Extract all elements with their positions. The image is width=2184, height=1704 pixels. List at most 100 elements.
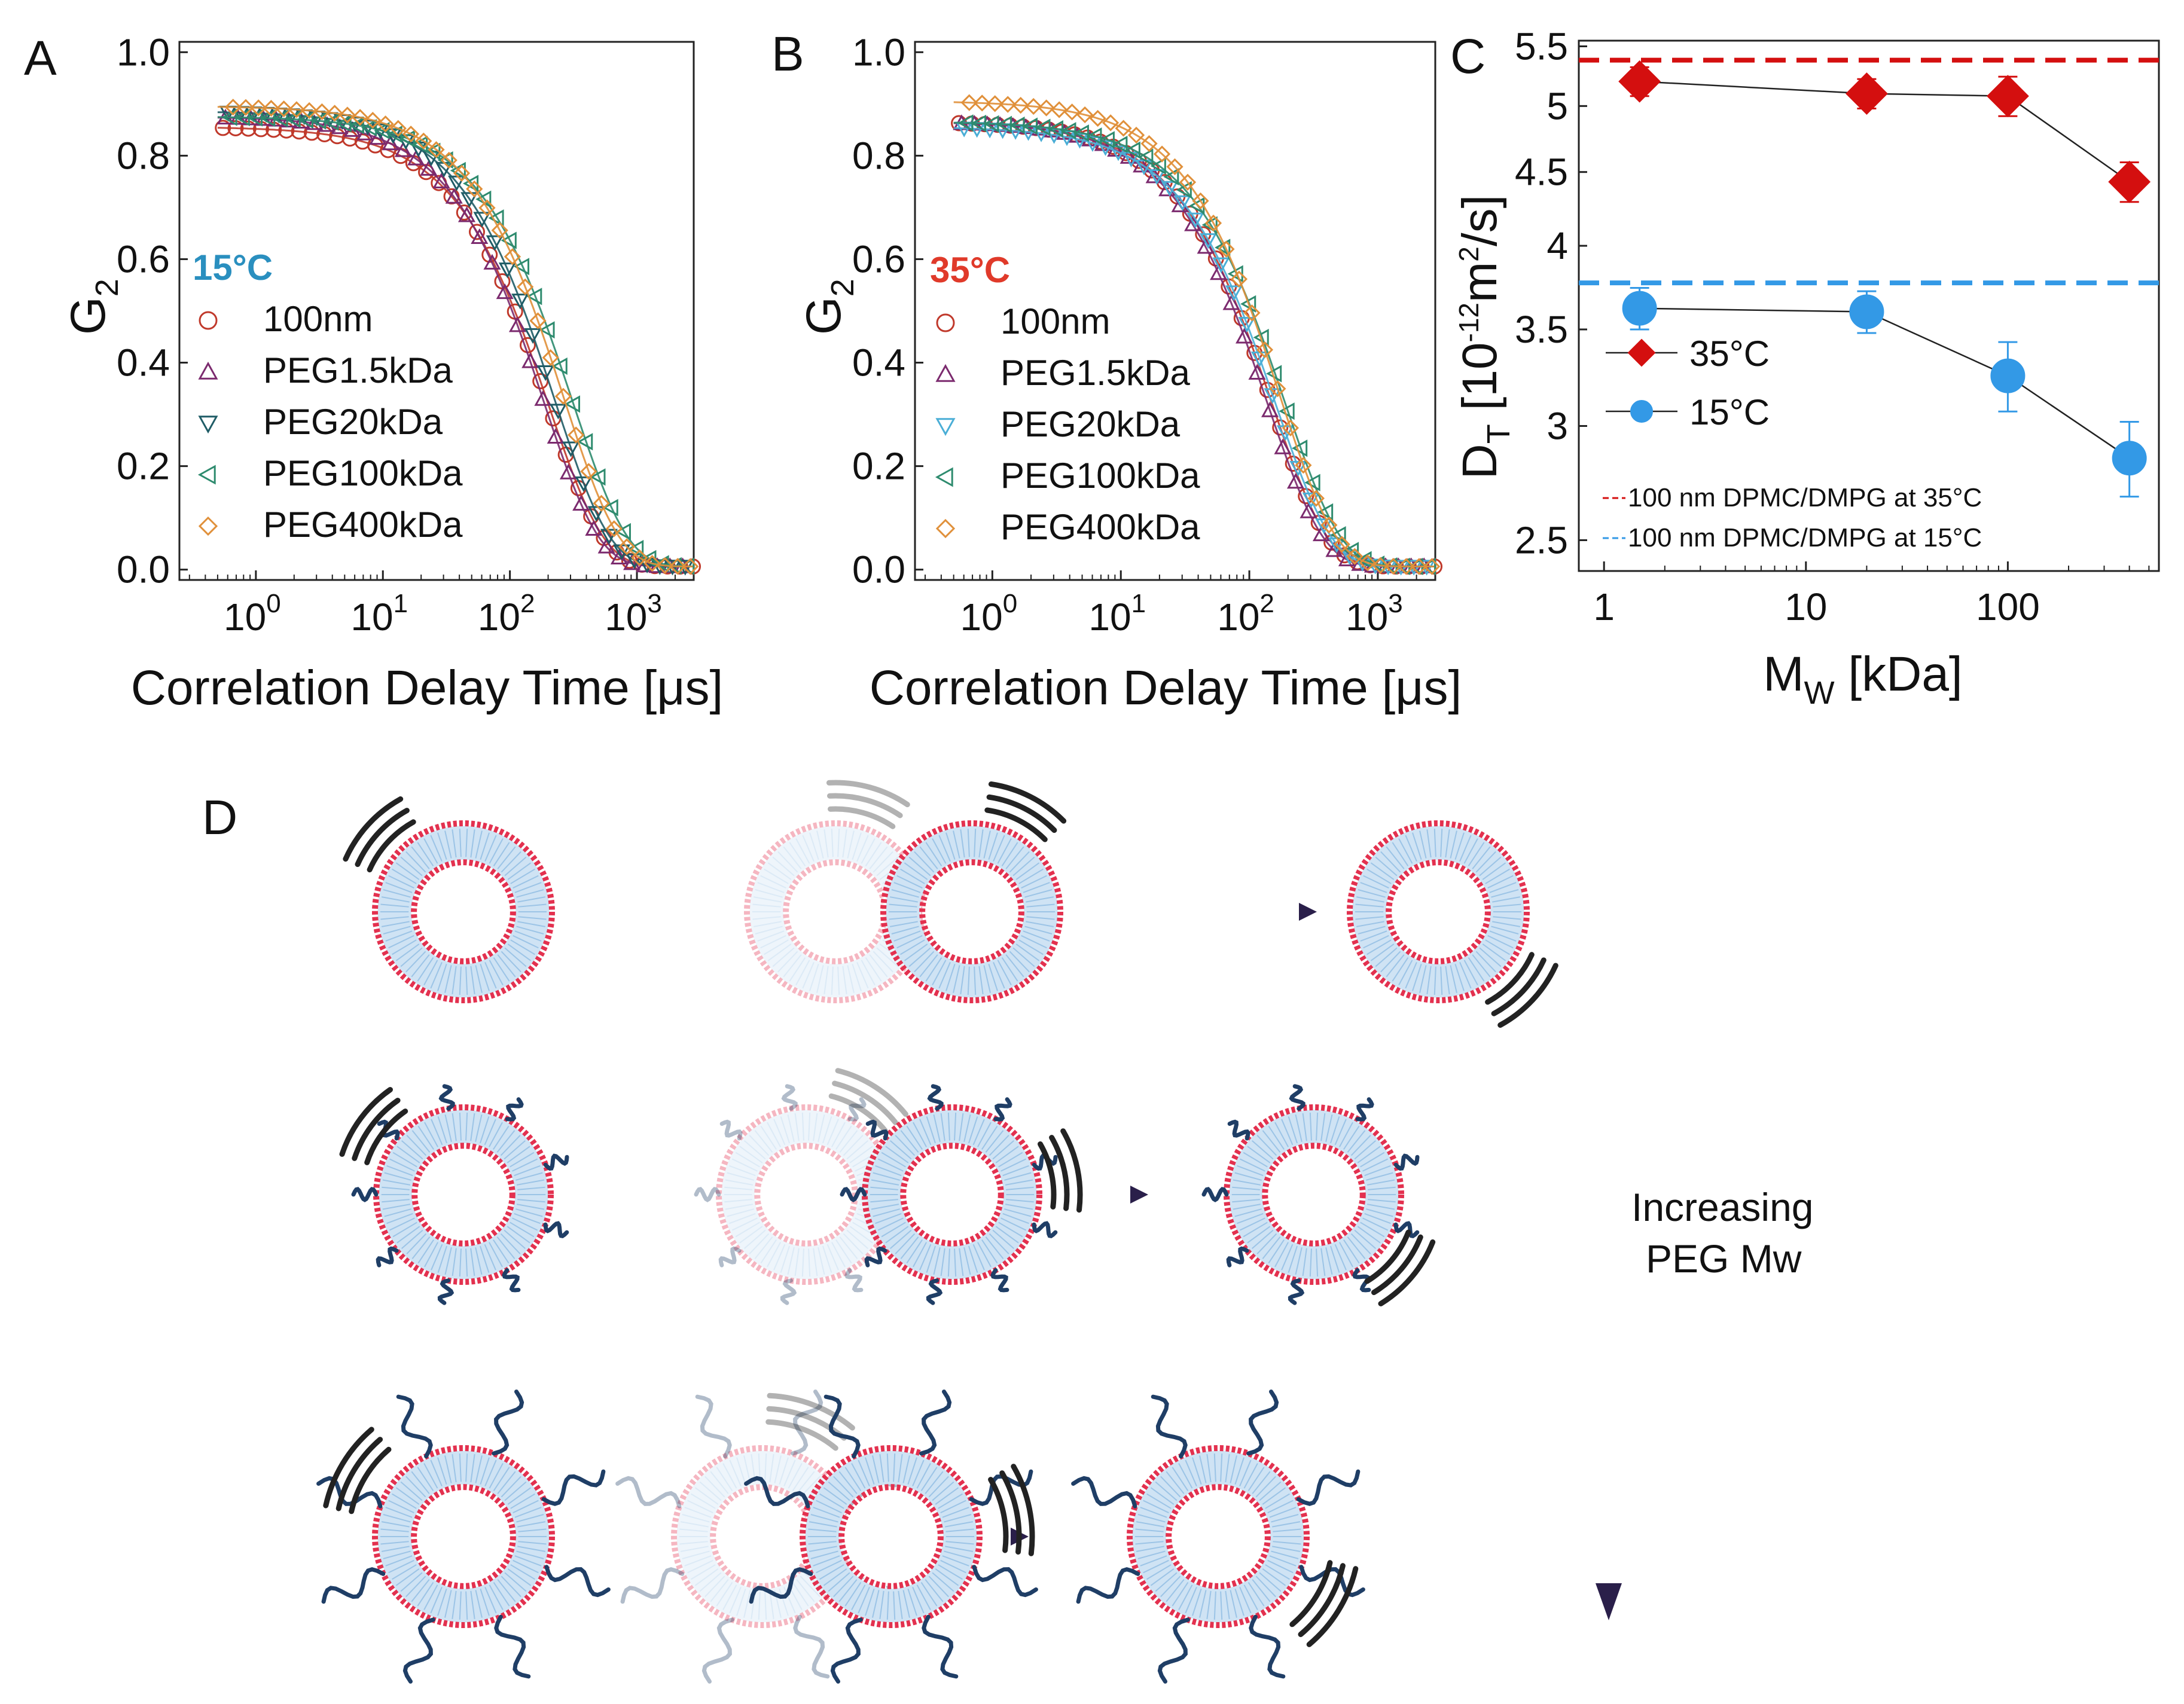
motion-arc [832,1080,898,1125]
peg-chain [847,1097,867,1122]
lipid-tail [392,1221,417,1238]
lipid-tail [861,838,876,864]
lipid-tail [411,1471,430,1494]
lipid-tail [1330,1245,1340,1273]
lipid-tail [437,1588,447,1616]
data-point-PEG100kDa [526,288,542,306]
lipid-tail [945,1528,974,1532]
data-point-PEG100kDa [386,126,402,143]
motion-arc [323,1427,374,1508]
legend-marker-PEG100kDa [197,465,216,485]
peg-chain [1157,1617,1190,1684]
lipid-tail [1445,966,1450,994]
lipid-tail [431,1244,443,1271]
lipid-tail [1247,1226,1271,1244]
lipid-tail [916,1463,931,1489]
data-point-PEG20kDa [575,476,593,493]
panel-b-letter: B [771,27,804,81]
lipid-tail [900,1130,919,1153]
data-point-PEG400kDa [1398,558,1415,575]
peg-chain [615,1476,682,1508]
legend-marker-15°C [1630,400,1653,423]
lipid-tail [809,832,819,860]
lipid-tail [764,1453,767,1482]
lipid-tail [849,1226,873,1244]
legend-marker-PEG100kDa [935,467,953,487]
lipid-tail [886,1453,889,1482]
lipid-tail [430,1459,443,1487]
lipid-tail [417,1125,434,1150]
panel-c-plot: 2.5 3 3.5 4 4.5 5 5.5 1 10 100 MW [kDa] DT [10-12m2… [1453,25,2160,711]
data-point-15°C [1622,291,1657,326]
lipid-tail [764,1591,767,1620]
outer-leaflet [800,1445,983,1628]
lipid-tail [380,916,409,920]
x-tick-base: 10 [224,596,266,639]
lipid-tail [507,1146,530,1164]
lipid-tail [989,1135,1009,1156]
lipid-tail [935,1487,959,1505]
lipid-tail [731,1158,758,1172]
lipid-tail [516,1514,544,1523]
lipid-tail [514,1555,542,1566]
lipid-tail [1001,842,1018,866]
lipid-tail [992,1229,1015,1250]
lipid-tail [1192,1588,1202,1616]
lipid-tail [783,1459,796,1487]
lipid-tail [1252,1471,1271,1494]
lipid-tail [417,842,434,866]
outer-leaflet [1127,1445,1310,1628]
lipid-tail [699,1572,722,1592]
data-point-PEG400kDa [1038,99,1055,117]
lipid-tail [997,960,1012,985]
plot-frame [178,41,695,581]
vesicle [716,1104,896,1285]
lipid-tail [839,1236,858,1259]
data-point-PEG100kDa [1150,157,1166,175]
lipid-tail [945,832,956,860]
vesicle [800,1445,983,1628]
lipid-tail [1405,835,1417,862]
lipid-tail [1005,954,1024,978]
data-point-PEG400kDa [301,102,318,120]
data-point-PEG400kDa [1295,457,1312,474]
lipid-tail [794,1113,800,1141]
data-point-100nm [1272,419,1289,436]
lipid-tail [847,830,855,859]
lipid-tail [926,1245,936,1273]
lipid-tail [1354,1229,1377,1250]
lipid-tail [1482,862,1506,880]
lipid-tail [801,1248,804,1277]
lipid-tail [913,1122,927,1147]
lipid-tail [877,1217,904,1231]
lipid-tail [515,1172,543,1181]
lipid-tail [944,1550,972,1559]
lipid-tail [925,842,942,866]
lipid-tail [1001,1158,1027,1172]
motion-arc [343,796,404,862]
lipid-tail [1005,1204,1033,1210]
data-point-PEG20kDa [1070,133,1089,149]
lipid-tail [1350,1135,1371,1156]
data-point-PEG100kDa [323,113,339,131]
data-point-PEG400kDa [1372,557,1389,574]
lipid-tail [983,830,991,859]
lipid-tail [518,1541,547,1545]
peg-chain [990,1268,1009,1293]
lipid-tail [879,1454,884,1483]
data-point-PEG1.5kDa [496,283,514,300]
lipid-tail [856,835,869,862]
lipid-tail [515,1208,543,1217]
legend-label: 100nm [1001,301,1110,341]
lipid-tail [831,1242,846,1268]
lipid-tail [1166,1579,1185,1602]
lipid-tail [1412,963,1422,991]
lipid-tail [1357,1226,1381,1244]
data-point-PEG100kDa [1035,118,1051,136]
data-point-PEG400kDa [643,555,661,572]
data-point-PEG20kDa [549,404,567,420]
lipid-tail [974,828,977,857]
data-point-PEG1.5kDa [1300,502,1317,518]
